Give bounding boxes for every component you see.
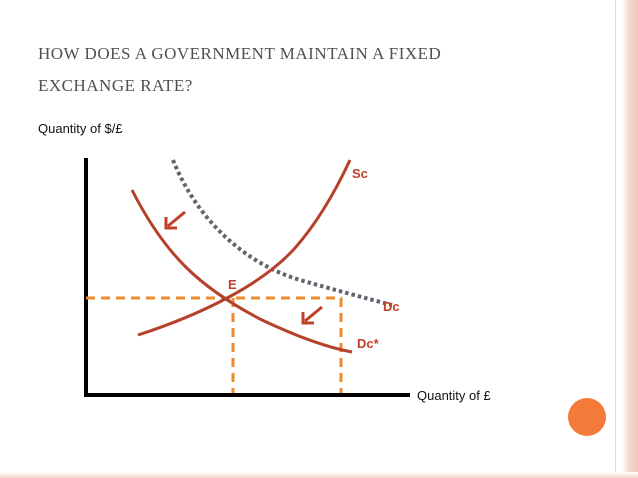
slide-title: How does a government maintain a fixed e… (38, 38, 558, 102)
supply-curve-sc (137, 159, 352, 337)
demand-curve-dc-star (130, 189, 353, 354)
slide-frame-line (615, 0, 616, 478)
demand-curve-dc (171, 159, 393, 307)
slide-frame-bottom (0, 472, 638, 478)
accent-dot (568, 398, 606, 436)
shift-arrow-lower (301, 305, 323, 325)
title-line-1: How does a government maintain a fixed (38, 44, 442, 63)
slide-frame-right (622, 0, 638, 478)
y-axis-label: Quantity of $/£ (38, 121, 123, 136)
shift-arrow-upper (164, 210, 186, 230)
x-axis-label: Quantity of £ (417, 388, 491, 403)
supply-label: Sc (352, 166, 368, 181)
title-line-2: exchange rate? (38, 76, 193, 95)
demand-label: Dc (383, 299, 400, 314)
demand-new-label: Dc* (357, 336, 380, 351)
equilibrium-label: E (228, 277, 237, 292)
